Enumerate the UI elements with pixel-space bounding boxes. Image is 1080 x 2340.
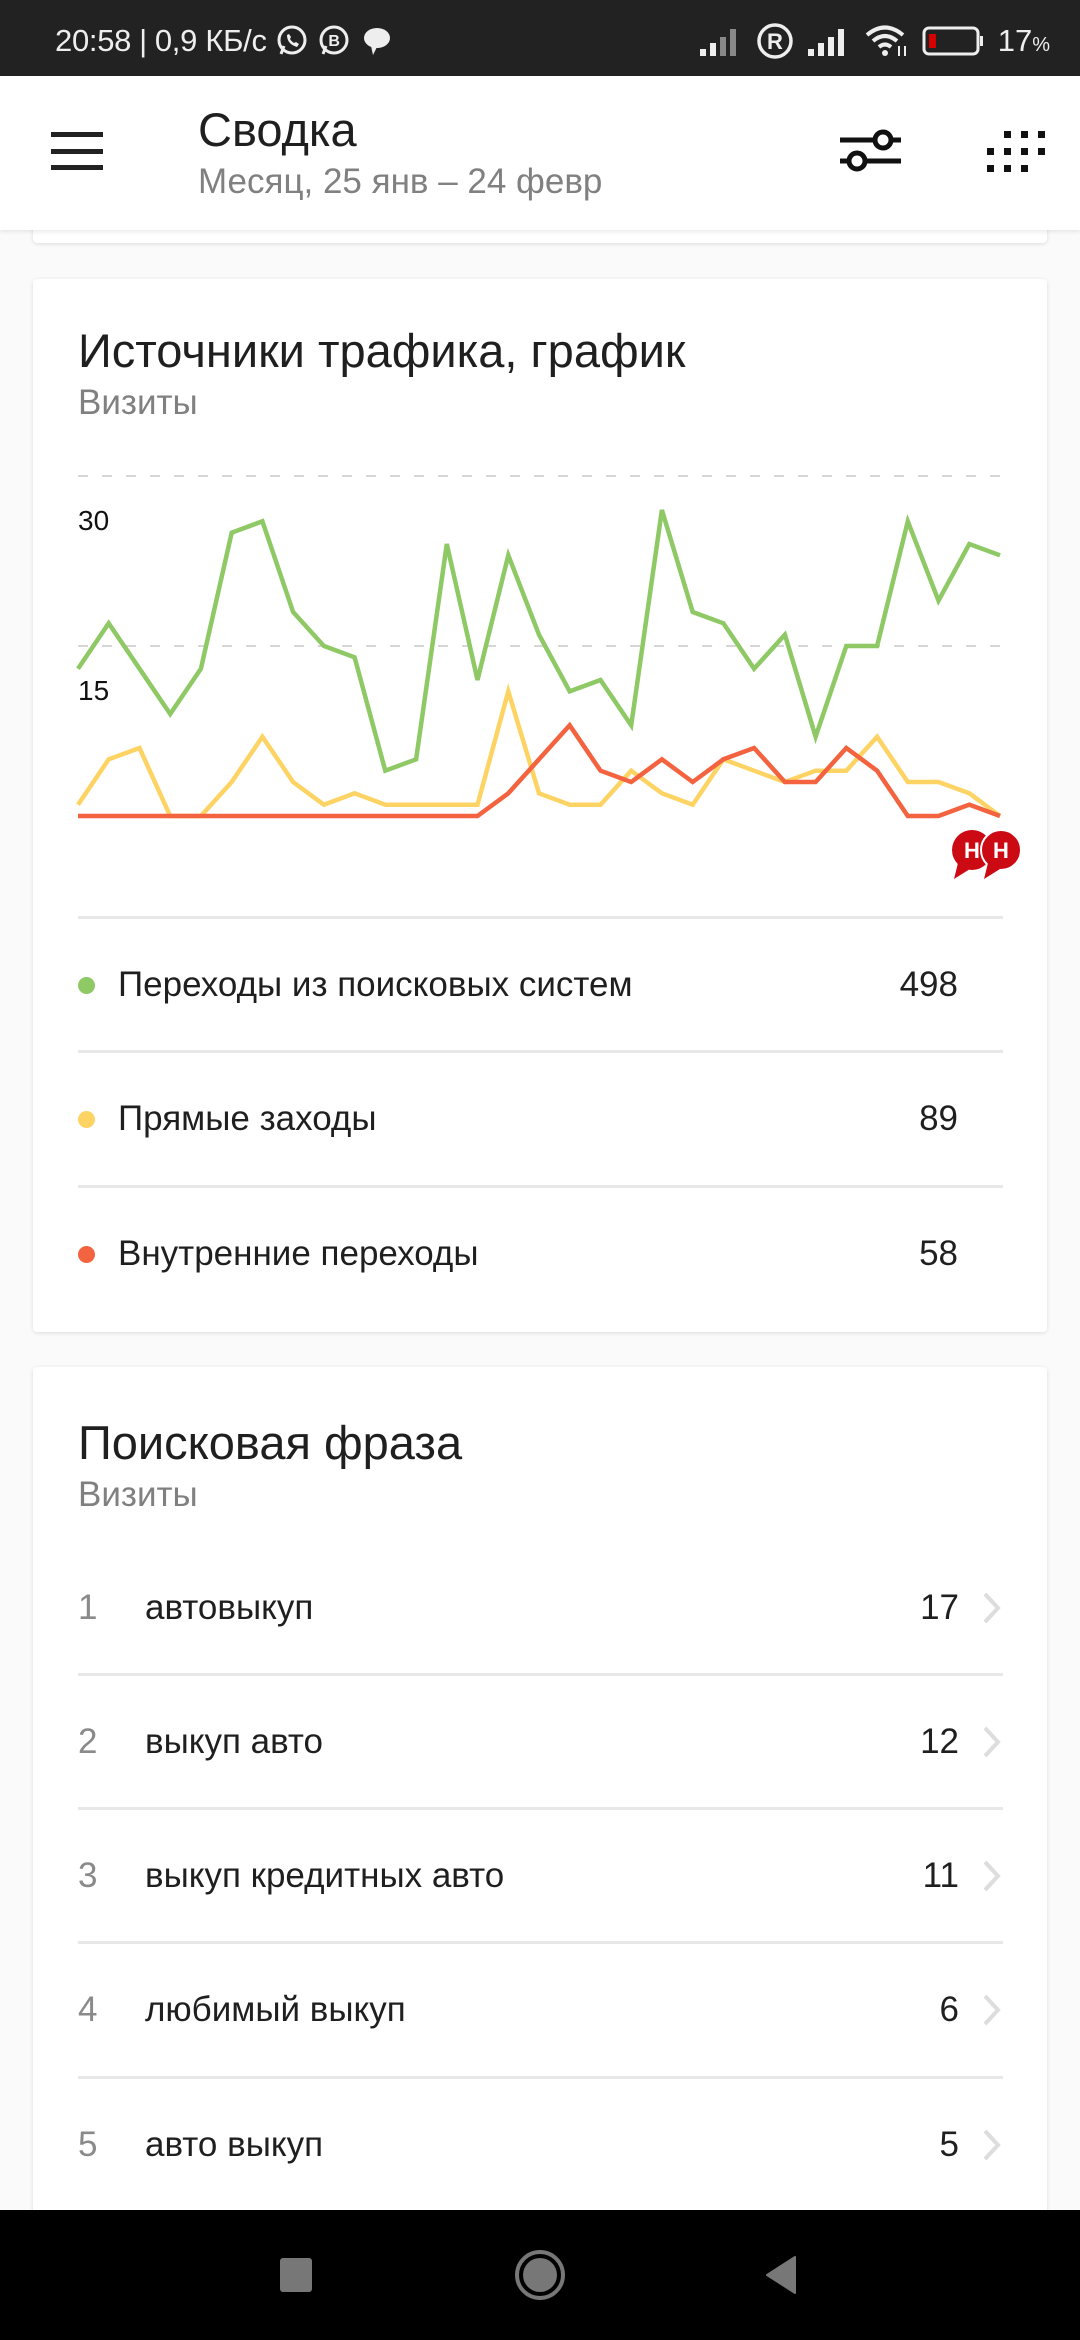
chevron-right-icon (983, 1994, 1001, 2026)
hamburger-menu-icon-line (51, 148, 103, 154)
hamburger-menu-icon-line (51, 165, 103, 170)
chat-bubble-icon (359, 24, 393, 58)
phrase-row[interactable]: 3 выкуп кредитных авто 11 (78, 1809, 1003, 1943)
battery-percent-value: 17 (997, 23, 1033, 58)
battery-percent: 17% (998, 23, 1050, 59)
legend-label: Переходы из поисковых систем (118, 965, 633, 1004)
divider (78, 1941, 1003, 1944)
apps-button[interactable] (978, 116, 1054, 186)
roaming-icon: R (756, 22, 794, 60)
phrase-rank: 1 (78, 1588, 98, 1627)
legend-value: 498 (899, 965, 958, 1004)
app-header: Сводка Месяц, 25 янв – 24 февр (0, 76, 1080, 230)
svg-text:Н: Н (964, 838, 980, 863)
status-time: 20:58 (55, 23, 132, 58)
back-button[interactable] (720, 2210, 840, 2340)
page-title: Сводка (198, 103, 357, 156)
phrase-text: авто выкуп (145, 2125, 324, 2164)
legend-dot-icon (78, 1246, 95, 1263)
card-title: Источники трафика, график (78, 324, 686, 377)
phrase-text: любимый выкуп (145, 1990, 406, 2029)
signal-icon (806, 25, 852, 57)
legend-value: 89 (919, 1099, 958, 1138)
status-bar: 20:58 | 0,9 КБ/с B R 17% (0, 0, 1080, 76)
hamburger-menu-icon (51, 132, 103, 137)
divider (78, 1050, 1003, 1053)
system-nav-bar (0, 2210, 1080, 2340)
svg-text:R: R (767, 29, 783, 54)
legend-label: Прямые заходы (118, 1099, 377, 1138)
series-line (78, 721, 1001, 819)
svg-text:Н: Н (993, 838, 1009, 863)
recents-square-icon (280, 2258, 312, 2292)
phrase-text: выкуп авто (145, 1722, 324, 1761)
battery-icon (922, 25, 986, 57)
recents-button[interactable] (236, 2210, 356, 2340)
filter-button[interactable] (830, 116, 910, 186)
whatsapp-icon (275, 24, 309, 58)
wifi-icon (864, 24, 910, 58)
phrase-rank: 3 (78, 1856, 98, 1895)
phrase-rank: 4 (78, 1990, 98, 2029)
phrase-visits: 12 (920, 1722, 959, 1761)
card-subtitle: Визиты (78, 1475, 198, 1514)
card-title: Поисковая фраза (78, 1416, 463, 1469)
legend-dot-icon (78, 1111, 95, 1128)
divider (78, 1185, 1003, 1188)
series-line (76, 509, 1001, 774)
divider (78, 1807, 1003, 1810)
divider (78, 2076, 1003, 2079)
status-right: R 17% (698, 0, 1050, 76)
y-tick-label: 30 (78, 505, 110, 536)
divider (78, 1673, 1003, 1676)
card-subtitle: Визиты (78, 383, 198, 422)
home-button[interactable] (480, 2210, 600, 2340)
network-speed: 0,9 КБ/с (154, 23, 267, 58)
traffic-sources-card: Источники трафика, график Визиты 30 15 Н… (33, 279, 1047, 1332)
date-range[interactable]: Месяц, 25 янв – 24 февр (198, 162, 603, 201)
phrase-visits: 5 (939, 2125, 959, 2164)
sliders-filter-icon (840, 129, 901, 172)
series-line (76, 683, 1002, 819)
legend-dot-icon (78, 977, 95, 994)
svg-text:B: B (328, 33, 339, 50)
chevron-right-icon (983, 2129, 1001, 2161)
phrase-rank: 5 (78, 2125, 98, 2164)
chevron-right-icon (983, 1592, 1001, 1624)
phrase-text: выкуп кредитных авто (145, 1856, 505, 1895)
legend-item-search[interactable]: Переходы из поисковых систем 498 (78, 918, 1003, 1052)
line-chart[interactable] (33, 279, 1047, 899)
phrase-visits: 11 (922, 1856, 959, 1895)
phrase-row[interactable]: 1 автовыкуп 17 (78, 1541, 1003, 1675)
home-circle-icon (515, 2250, 565, 2300)
y-tick-label: 15 (78, 675, 110, 706)
phrase-row[interactable]: 4 любимый выкуп 6 (78, 1943, 1003, 2077)
traffic-chart[interactable]: 30 15 Н Н (33, 279, 1047, 899)
phrase-rank: 2 (78, 1722, 98, 1761)
back-triangle-icon (766, 2256, 796, 2294)
divider (78, 916, 1003, 919)
legend-item-direct[interactable]: Прямые заходы 89 (78, 1052, 1003, 1186)
legend-value: 58 (919, 1234, 958, 1273)
status-separator: | (139, 23, 147, 58)
chevron-right-icon (983, 1860, 1001, 1892)
hh-badge-icon: Н Н (952, 829, 1022, 879)
legend-item-internal[interactable]: Внутренние переходы 58 (78, 1187, 1003, 1321)
search-phrases-card: Поисковая фраза Визиты 1 автовыкуп 17 2 … (33, 1367, 1047, 2267)
signal-weak-icon (698, 25, 744, 57)
dots-grid-icon (987, 131, 1045, 172)
phrase-row[interactable]: 5 авто выкуп 5 (78, 2078, 1003, 2212)
legend-label: Внутренние переходы (118, 1234, 479, 1273)
battery-percent-sign: % (1032, 34, 1050, 56)
phrase-visits: 6 (939, 1990, 959, 2029)
phrase-text: автовыкуп (145, 1588, 314, 1627)
whatsapp-business-icon: B (317, 24, 351, 58)
status-left: 20:58 | 0,9 КБ/с B (55, 0, 393, 76)
chevron-right-icon (983, 1726, 1001, 1758)
phrase-row[interactable]: 2 выкуп авто 12 (78, 1675, 1003, 1809)
phrase-visits: 17 (920, 1588, 959, 1627)
menu-button[interactable] (48, 126, 106, 176)
